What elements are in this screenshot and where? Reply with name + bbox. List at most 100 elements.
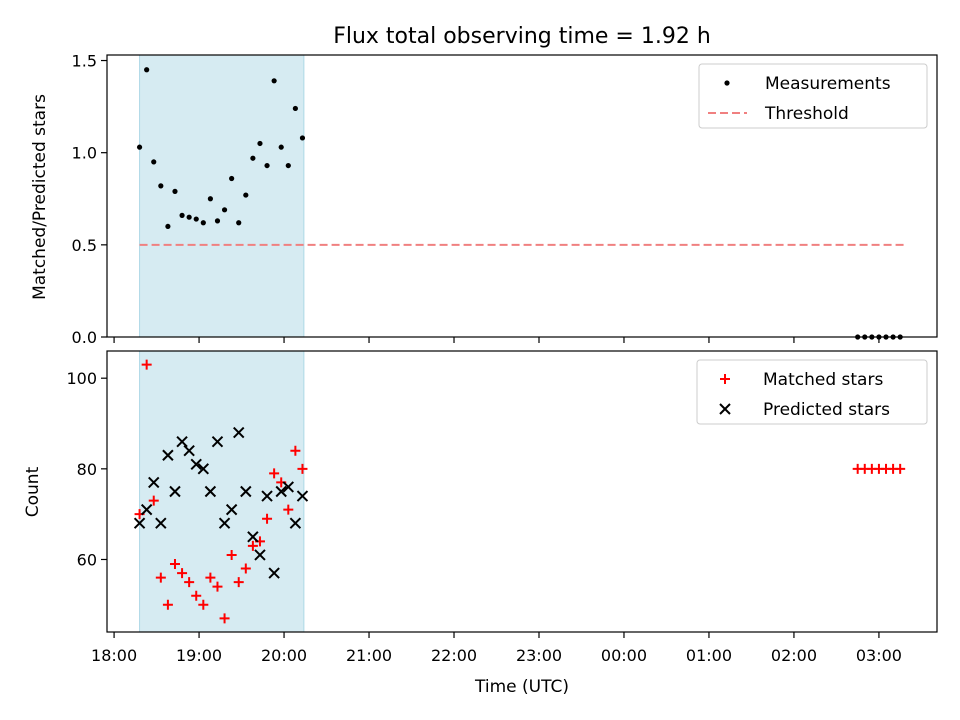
data-point [183,445,195,457]
legend-dot-marker [724,80,730,86]
data-point [257,140,263,147]
shaded-region [139,54,305,338]
data-point [141,359,152,370]
x-tick-label: 22:00 [431,646,477,665]
legend-label: Matched stars [763,370,883,390]
data-point [247,531,259,543]
data-point [190,458,202,471]
top-y-axis-label: Matched/Predicted stars [30,94,50,300]
x-tick-label: 18:00 [91,646,137,665]
data-point [254,549,266,561]
data-point [250,155,256,161]
data-point [297,463,308,474]
legend-label: Measurements [765,74,891,94]
data-point [191,590,202,601]
data-point [184,577,195,588]
data-point [136,144,143,150]
data-point [261,490,273,502]
bottom-y-axis-label: Count [23,466,43,517]
data-point [290,445,301,456]
x-tick-label: 23:00 [516,646,562,665]
y-tick-label: 60 [77,550,97,569]
data-point [211,435,224,448]
data-point [162,449,174,461]
legend-plus-marker [720,374,730,384]
data-point [299,135,306,141]
data-point [169,485,181,498]
y-tick-label: 100 [66,369,97,388]
data-point [155,517,167,529]
data-point [229,175,235,182]
data-point [200,220,206,226]
x-tick-label: 03:00 [856,646,902,665]
axes-frame [106,350,938,633]
data-point [271,78,277,84]
data-point [262,513,273,524]
data-point [198,599,209,610]
data-point [176,435,188,448]
data-point [212,581,223,592]
y-tick-label: 1.0 [72,144,97,163]
data-point [148,476,160,489]
data-point [283,504,294,515]
x-tick-label: 19:00 [176,646,222,665]
x-tick-label: 00:00 [601,646,647,665]
data-point [282,481,295,493]
bottom-panel: Count Time (UTC) 60 80 100 18:00 19:00 20:00 2… [23,350,938,697]
data-point [278,144,284,150]
axes-frame [106,54,938,338]
data-point [148,495,159,506]
data-point [205,572,216,583]
data-point [177,568,188,579]
data-point [155,572,166,583]
data-point [269,468,280,479]
x-tick-label: 21:00 [346,646,392,665]
data-point [221,207,228,213]
data-point [179,212,185,218]
y-tick-label: 0.0 [72,328,97,347]
data-point [296,490,309,502]
data-point [151,159,157,165]
data-point [144,67,150,73]
legend-label: Threshold [764,104,849,124]
legend-label: Predicted stars [763,400,890,420]
data-point [158,183,164,189]
data-point [247,540,258,551]
data-point [275,485,287,498]
data-point [133,517,146,529]
x-tick-label: 20:00 [261,646,307,665]
data-point [895,463,906,474]
y-tick-label: 80 [77,460,97,479]
data-point [140,503,153,516]
data-point [172,188,178,194]
y-tick-label: 1.5 [72,52,97,71]
x-axis-label: Time (UTC) [474,677,569,697]
x-tick-label: 02:00 [771,646,817,665]
data-point [219,613,230,624]
data-point [214,218,221,224]
data-point [268,567,280,579]
data-point [193,216,199,222]
data-point [165,223,171,230]
data-point [243,192,249,198]
data-point [233,426,245,439]
top-panel: Flux total observing time = 1.92 h Match… [30,24,938,347]
data-point [204,485,217,498]
data-point [292,105,298,112]
series-predicted-stars [133,426,309,579]
data-point [240,485,252,498]
data-point [169,559,180,570]
legend-frame [698,63,928,129]
data-point [197,463,210,475]
legend-frame [696,359,928,425]
data-point [289,517,302,529]
data-point [240,563,251,574]
x-tick-label: 01:00 [686,646,732,665]
legend-x-marker [719,403,731,415]
chart-title: Flux total observing time = 1.92 h [333,24,711,49]
data-point [226,549,237,560]
data-point [264,162,270,169]
y-tick-label: 0.5 [72,236,97,255]
data-point [233,577,244,588]
